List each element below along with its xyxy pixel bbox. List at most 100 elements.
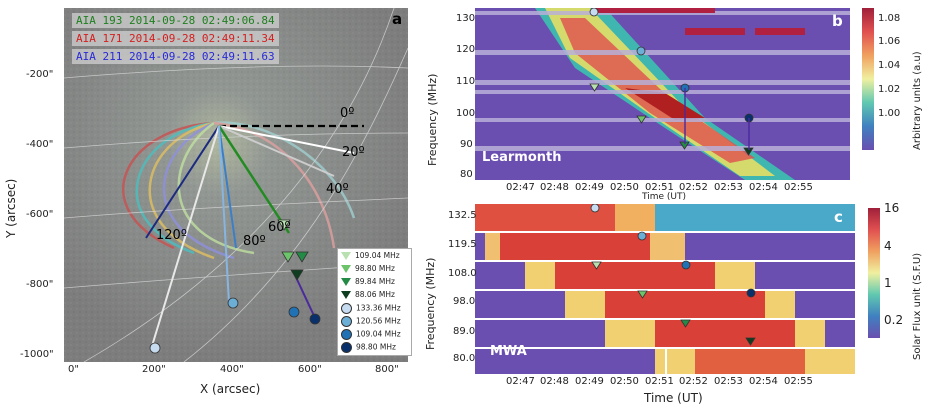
angle-0: 0º	[340, 106, 355, 121]
legend-item: 88.06 MHz	[341, 290, 395, 299]
cbar-tick-b: 1.02	[878, 84, 901, 95]
xtick-c: 02:52	[679, 376, 708, 387]
ytick-b: 130	[456, 13, 476, 24]
ytick-a: -200"	[26, 69, 54, 80]
legend-label: 109.04 MHz	[356, 329, 401, 339]
ytick-a: -1000"	[20, 349, 54, 360]
panel-a: AIA 193 2014-09-28 02:49:06.84 AIA 171 2…	[0, 0, 420, 409]
legend-label: 98.80 MHz	[356, 342, 396, 352]
ylabel-c: Frequency (MHz)	[424, 257, 437, 350]
legend-item: 109.04 MHz	[341, 251, 400, 260]
panel-a-letter: a	[392, 10, 403, 28]
xtick-a: 200"	[142, 364, 166, 375]
xtick-c: 02:51	[645, 376, 674, 387]
spectrum-mwa	[475, 204, 855, 374]
circle-icon	[341, 342, 352, 353]
cbar-tick-b: 1.04	[878, 60, 901, 71]
cbar-tick-b: 1.00	[878, 108, 901, 119]
xtick-b: 02:52	[679, 182, 708, 193]
xtick-b: 02:50	[610, 182, 639, 193]
circle-icon	[341, 329, 352, 340]
ylabel-b: Frequency (MHz)	[426, 73, 439, 166]
xtick-b: 02:55	[784, 182, 813, 193]
triangle-icon	[341, 252, 351, 260]
xtick-a: 0"	[68, 364, 79, 375]
panel-c: c MWA 16 4 1 0.2 Solar Flux unit (S.F.U)…	[420, 200, 926, 409]
legend-item: 133.36 MHz	[341, 303, 401, 314]
circle-icon	[341, 316, 352, 327]
legend-label: 88.06 MHz	[355, 290, 395, 299]
spectrum-learmonth	[475, 8, 850, 180]
legend-label: 133.36 MHz	[356, 303, 401, 313]
panel-c-letter: c	[834, 208, 843, 226]
ytick-b: 120	[456, 44, 476, 55]
ytick-b: 100	[456, 108, 476, 119]
xtick-c: 02:55	[784, 376, 813, 387]
xlabel-c: Time (UT)	[644, 391, 703, 405]
xtick-b: 02:49	[575, 182, 604, 193]
ytick-b: 90	[460, 139, 473, 150]
legend-label: 89.84 MHz	[355, 277, 395, 286]
legend-item: 120.56 MHz	[341, 316, 401, 327]
xtick-b: 02:47	[506, 182, 535, 193]
title-aia171: AIA 171 2014-09-28 02:49:11.34	[72, 31, 279, 46]
angle-20: 20º	[342, 145, 365, 160]
legend-item: 98.80 MHz	[341, 264, 395, 273]
xtick-c: 02:54	[749, 376, 778, 387]
ytick-a: -800"	[26, 279, 54, 290]
xtick-c: 02:49	[575, 376, 604, 387]
ytick-b: 110	[456, 76, 476, 87]
cbar-tick-b: 1.08	[878, 13, 901, 24]
legend-label: 120.56 MHz	[356, 316, 401, 326]
legend-item: 109.04 MHz	[341, 329, 401, 340]
ytick-a: -400"	[26, 139, 54, 150]
angle-80: 80º	[243, 234, 266, 249]
panel-b-letter: b	[832, 12, 843, 30]
xtick-a: 800"	[375, 364, 399, 375]
xtick-c: 02:48	[540, 376, 569, 387]
xtick-b: 02:53	[714, 182, 743, 193]
triangle-icon	[341, 291, 351, 299]
cbar-label-b: Arbitrary units (a.u)	[912, 51, 923, 150]
title-aia193: AIA 193 2014-09-28 02:49:06.84	[72, 13, 279, 28]
legend: 109.04 MHz 98.80 MHz 89.84 MHz 88.06 MHz…	[337, 248, 412, 356]
cbar-tick-b: 1.06	[878, 36, 901, 47]
ytick-c: 89.0	[453, 326, 476, 337]
angle-120: 120º	[156, 228, 187, 243]
panel-b-source-label: Learmonth	[482, 150, 562, 165]
ytick-c: 119.5	[448, 239, 477, 250]
xtick-c: 02:47	[506, 376, 535, 387]
angle-60: 60º	[268, 220, 291, 235]
legend-item: 98.80 MHz	[341, 342, 396, 353]
ytick-c: 98.0	[453, 296, 476, 307]
panel-b: b Learmonth 1.08 1.06 1.04 1.02 1.00 Arb…	[420, 0, 926, 202]
xlabel-a: X (arcsec)	[200, 382, 261, 396]
xtick-a: 400"	[220, 364, 244, 375]
circle-icon	[341, 303, 352, 314]
xtick-b: 02:51	[645, 182, 674, 193]
xtick-b: 02:48	[540, 182, 569, 193]
xlabel-b: Time (UT)	[642, 192, 686, 202]
cbar-label-c: Solar Flux unit (S.F.U)	[912, 252, 923, 360]
xtick-a: 600"	[298, 364, 322, 375]
cbar-tick-c: 4	[884, 239, 892, 253]
legend-label: 98.80 MHz	[355, 264, 395, 273]
ytick-c: 80.0	[453, 353, 476, 364]
solar-image	[64, 8, 408, 362]
cbar-tick-c: 0.2	[884, 313, 904, 327]
panel-c-source-label: MWA	[490, 344, 527, 359]
triangle-icon	[341, 265, 351, 273]
angle-40: 40º	[326, 182, 349, 197]
colorbar-c	[868, 208, 880, 338]
ytick-c: 108.0	[448, 268, 477, 279]
cbar-tick-c: 1	[884, 276, 892, 290]
xtick-c: 02:53	[714, 376, 743, 387]
triangle-icon	[341, 278, 351, 286]
xtick-c: 02:50	[610, 376, 639, 387]
xtick-b: 02:54	[749, 182, 778, 193]
ytick-b: 80	[460, 169, 473, 180]
cbar-tick-c: 16	[884, 201, 900, 215]
colorbar-b	[862, 8, 874, 150]
ylabel-a: Y (arcsec)	[4, 178, 18, 238]
ytick-a: -600"	[26, 209, 54, 220]
